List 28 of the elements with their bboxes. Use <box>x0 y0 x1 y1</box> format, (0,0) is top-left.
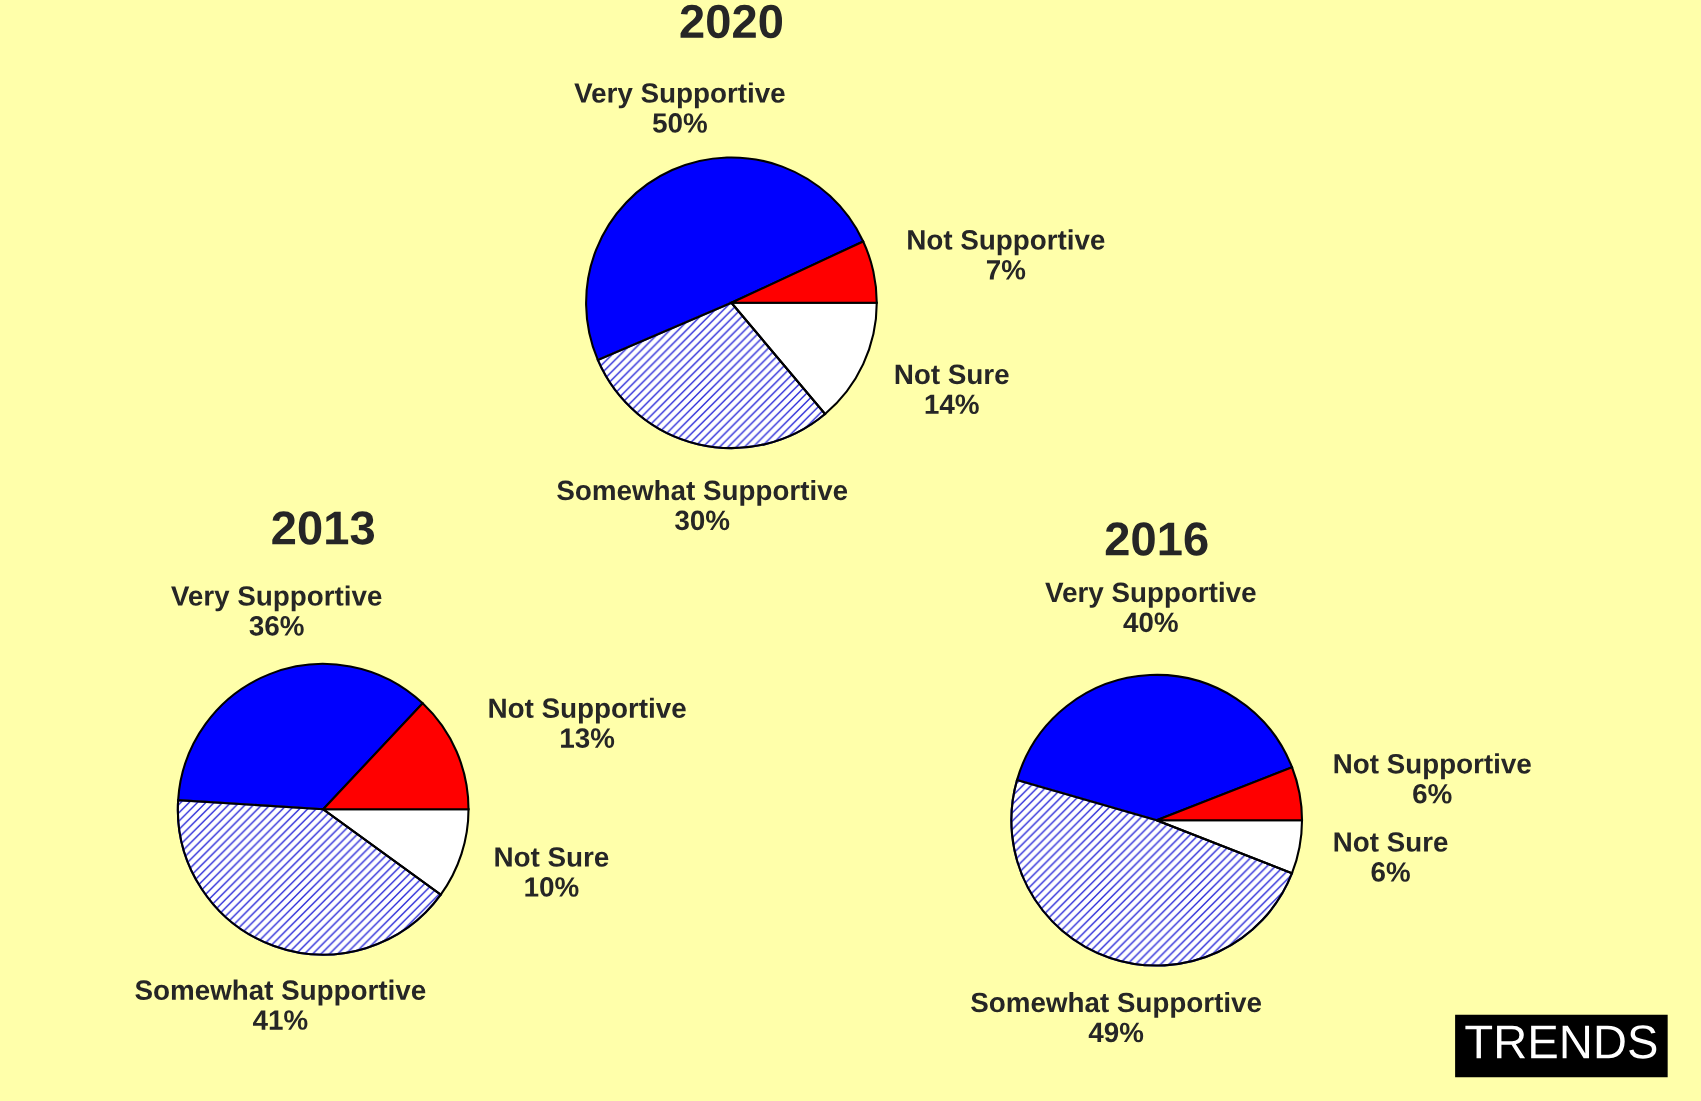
chart-title: 2016 <box>1105 522 1208 556</box>
data-label: 14% <box>925 394 979 415</box>
data-label: 13% <box>561 728 615 748</box>
data-label: 6% <box>1413 783 1452 804</box>
data-label: 40% <box>1123 612 1178 633</box>
chart-title: 2013 <box>272 511 375 545</box>
chart-title: 2020 <box>680 4 783 39</box>
slice-label: Very Supportive <box>171 585 382 612</box>
slice-label: Somewhat Supportive <box>971 991 1262 1018</box>
slice-label: Very Supportive <box>574 82 785 109</box>
slice-label: Very Supportive <box>1045 581 1256 608</box>
data-label: 6% <box>1371 862 1410 882</box>
slice-label: Not Sure <box>495 847 609 867</box>
data-label: 50% <box>652 113 707 133</box>
data-label: 30% <box>675 510 730 531</box>
slice-label: Not Supportive <box>908 229 1105 256</box>
data-label: 7% <box>986 260 1026 280</box>
data-label: 36% <box>249 616 304 636</box>
data-label: 41% <box>252 1010 308 1030</box>
slice-label: Not Sure <box>895 364 1009 385</box>
slice-label: Somewhat Supportive <box>135 979 426 1006</box>
slice-label: Not Sure <box>1334 832 1448 852</box>
slice-label: Not Supportive <box>1334 753 1531 780</box>
data-label: 49% <box>1088 1022 1144 1043</box>
data-label: 10% <box>525 877 579 897</box>
slice-label: Somewhat Supportive <box>557 479 848 506</box>
text: TRENDS <box>1465 1025 1657 1059</box>
slice-label: Not Supportive <box>489 697 686 724</box>
